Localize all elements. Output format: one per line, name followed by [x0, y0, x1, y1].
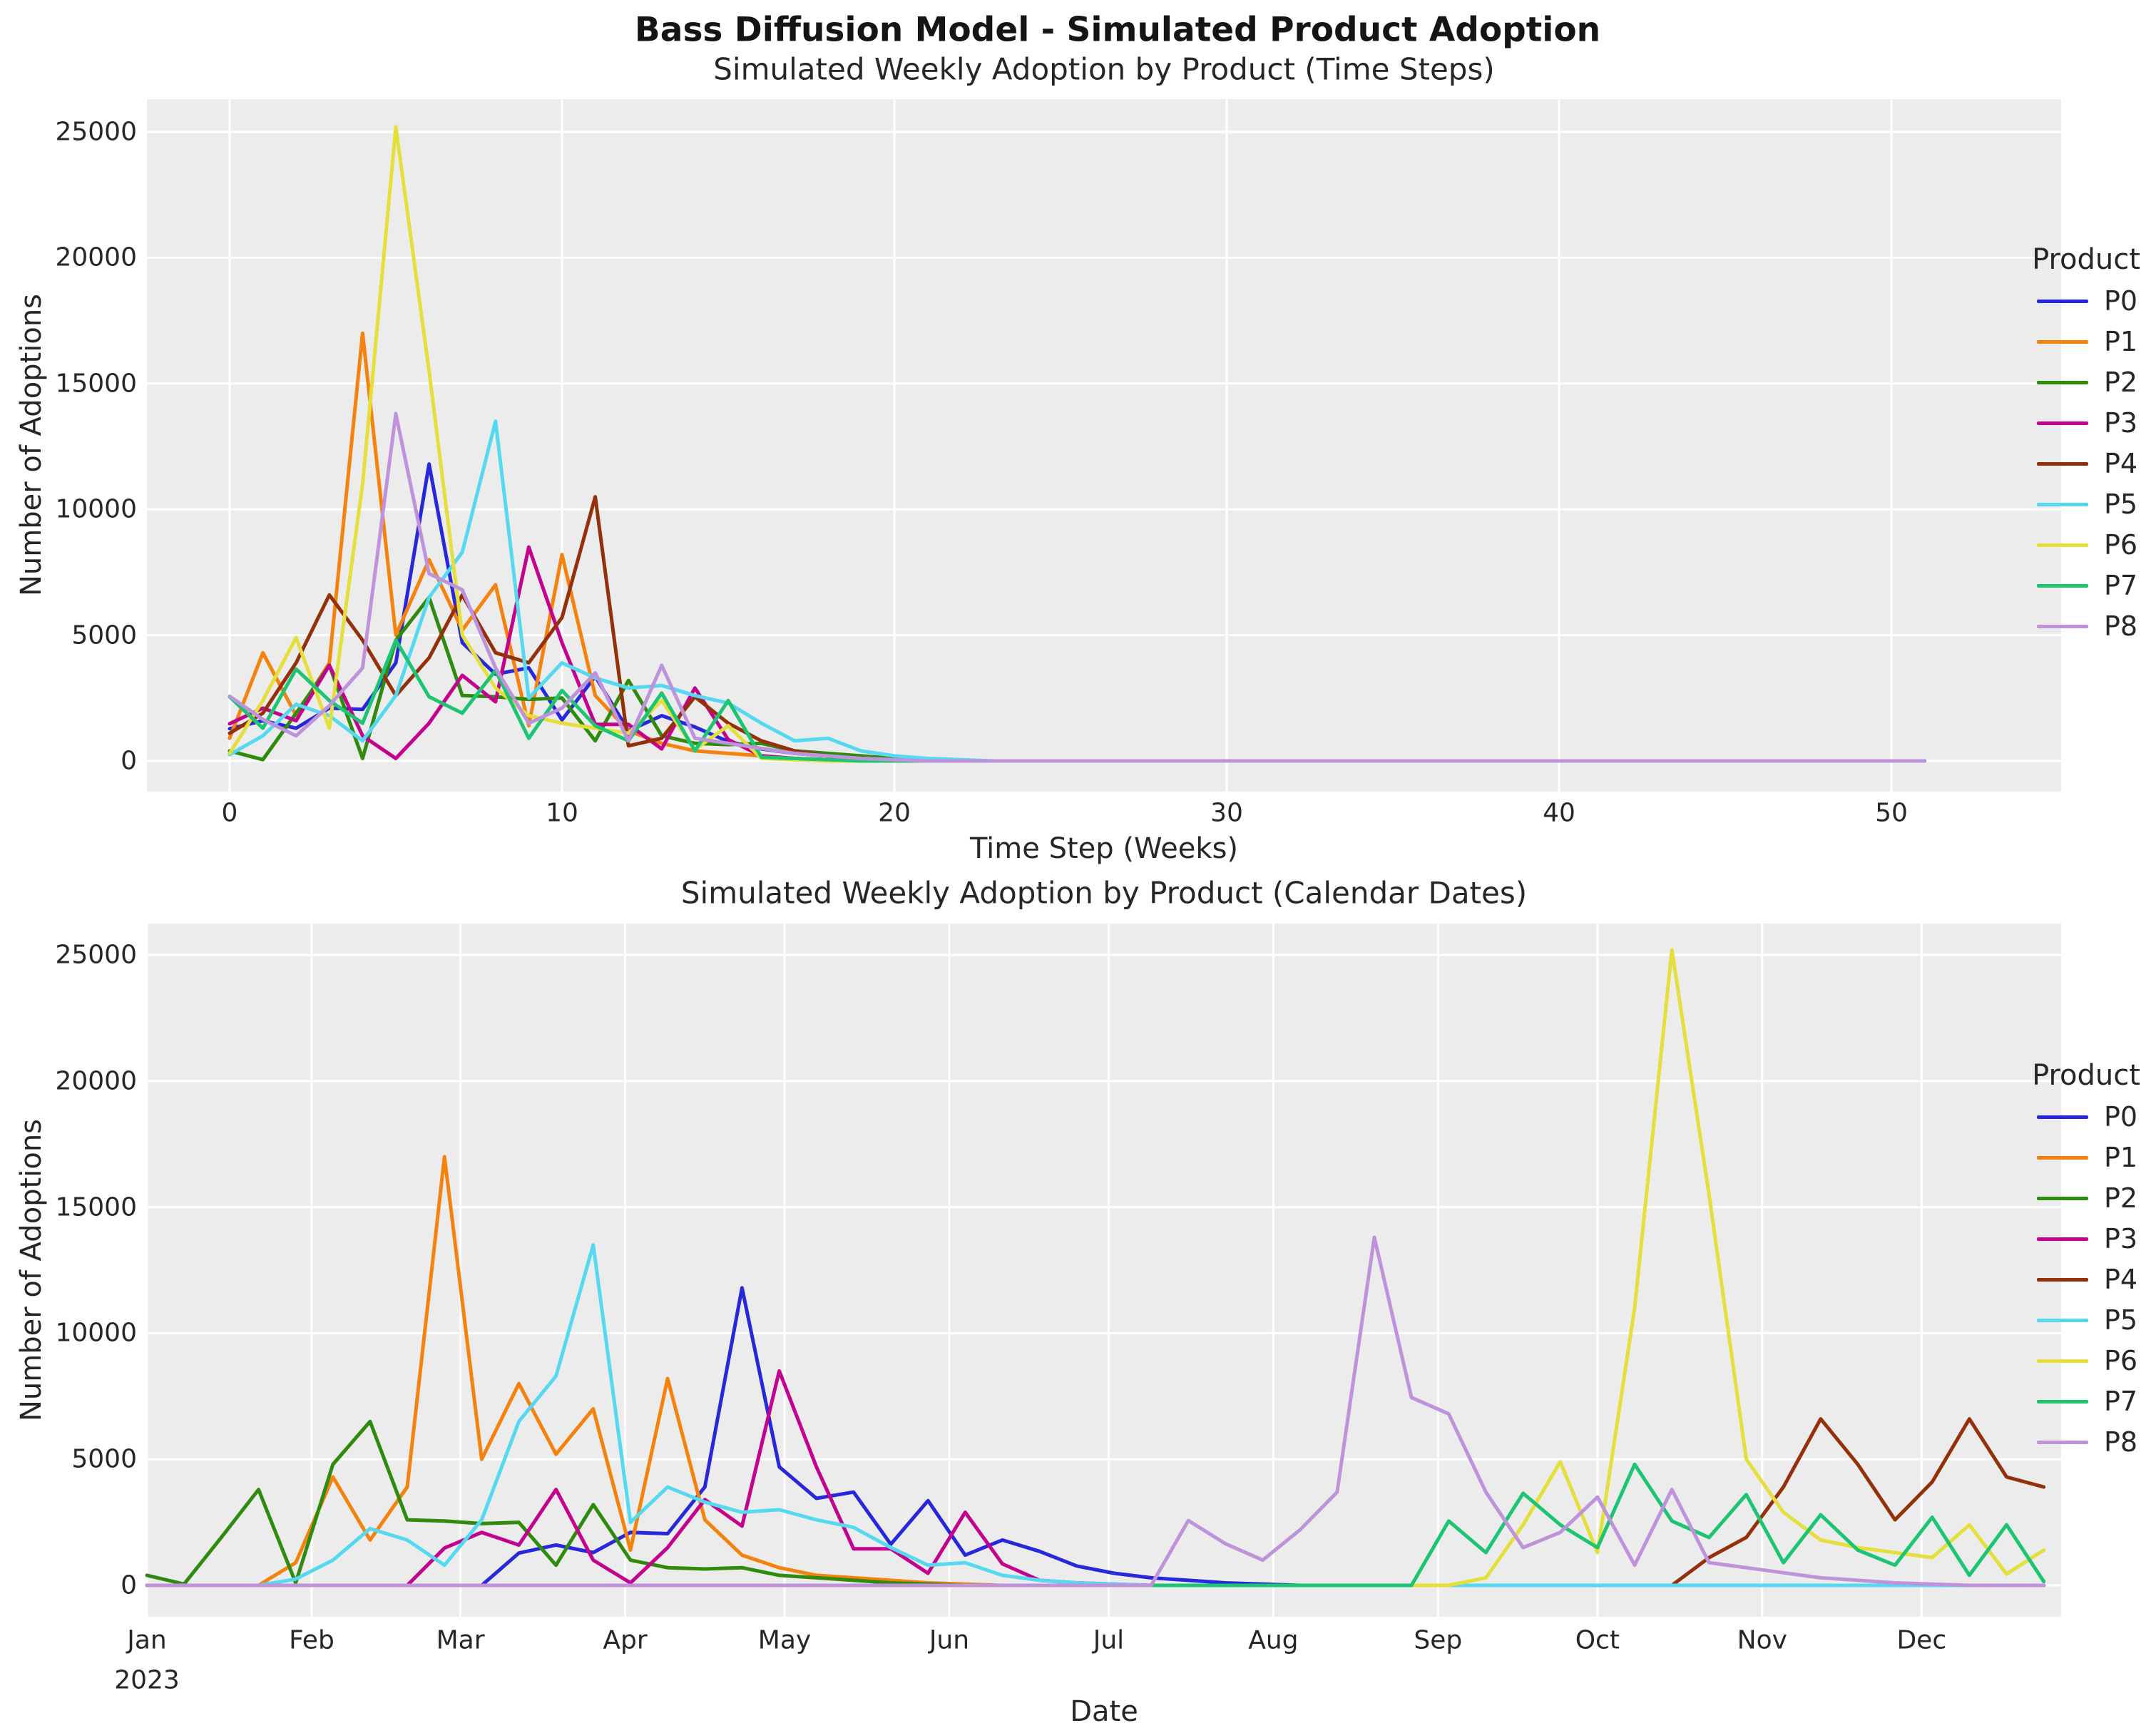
bottom-legend-label-P4: P4 [2104, 1264, 2138, 1295]
top-y-tick-label: 25000 [55, 117, 137, 147]
bottom-x-tick-label: Nov [1737, 1625, 1787, 1655]
bottom-legend-swatch-P6 [2037, 1359, 2088, 1363]
bottom-x-tick-label: Oct [1575, 1625, 1620, 1655]
bottom-legend-swatch-P5 [2037, 1319, 2088, 1322]
top-legend-label-P5: P5 [2104, 489, 2138, 520]
bottom-y-tick-label: 15000 [55, 1192, 137, 1222]
bottom-x-tick-label: Jan [127, 1625, 167, 1655]
bottom-legend-swatch-P8 [2037, 1441, 2088, 1444]
bottom-series-P8 [145, 1235, 2046, 1588]
bottom-chart-xlabel: Date [1070, 1695, 1138, 1728]
top-legend-swatch-P2 [2037, 381, 2088, 384]
bottom-chart-subtitle: Simulated Weekly Adoption by Product (Ca… [680, 875, 1528, 911]
bottom-y-tick-label: 25000 [55, 940, 137, 970]
bottom-legend-label-P3: P3 [2104, 1223, 2138, 1254]
top-chart-ylabel: Number of Adoptions [15, 293, 48, 597]
top-legend-swatch-P6 [2037, 543, 2088, 547]
bottom-legend-label-P1: P1 [2104, 1142, 2138, 1173]
top-legend-label-P7: P7 [2104, 570, 2138, 601]
top-legend-label-P1: P1 [2104, 326, 2138, 357]
top-x-tick-label: 0 [221, 798, 238, 828]
top-legend-swatch-P5 [2037, 503, 2088, 506]
top-x-tick-label: 10 [546, 798, 578, 828]
top-legend-swatch-P7 [2037, 584, 2088, 588]
top-y-tick-label: 5000 [71, 620, 137, 650]
bottom-legend-title: Product [2032, 1059, 2140, 1092]
bottom-x-tick-label: Mar [436, 1625, 485, 1655]
top-legend-label-P3: P3 [2104, 407, 2138, 439]
top-x-tick-label: 50 [1875, 798, 1908, 828]
bottom-x-tick-label: Aug [1248, 1625, 1299, 1655]
top-x-tick-label: 40 [1543, 798, 1575, 828]
bottom-legend-label-P2: P2 [2104, 1182, 2138, 1214]
bottom-legend-label-P5: P5 [2104, 1304, 2138, 1336]
bottom-x-tick-label: Apr [603, 1625, 648, 1655]
top-legend-label-P8: P8 [2104, 610, 2138, 642]
bottom-y-tick-label: 0 [121, 1570, 137, 1600]
bottom-series-P5 [145, 1243, 2046, 1588]
bottom-legend-swatch-P4 [2037, 1278, 2088, 1282]
top-x-tick-label: 20 [878, 798, 911, 828]
bottom-y-tick-label: 5000 [71, 1444, 137, 1474]
bottom-legend-label-P8: P8 [2104, 1426, 2138, 1458]
top-legend-label-P6: P6 [2104, 529, 2138, 561]
top-chart-xlabel: Time Step (Weeks) [969, 832, 1239, 865]
bottom-x-tick-label: Jul [1093, 1625, 1125, 1655]
top-legend-swatch-P1 [2037, 340, 2088, 344]
bottom-y-tick-label: 20000 [55, 1066, 137, 1096]
top-legend-swatch-P4 [2037, 462, 2088, 466]
bottom-chart-plot-area [147, 924, 2061, 1617]
bottom-x-tick-label: Jun [929, 1625, 970, 1655]
bottom-legend-label-P6: P6 [2104, 1345, 2138, 1376]
bottom-x-tick-label: Dec [1896, 1625, 1947, 1655]
top-series-P8 [228, 411, 1927, 763]
bottom-chart-ylabel: Number of Adoptions [15, 1118, 48, 1422]
top-legend-swatch-P3 [2037, 421, 2088, 425]
bottom-legend-swatch-P0 [2037, 1115, 2088, 1119]
bottom-x-tick-year-label: 2023 [114, 1665, 180, 1695]
top-legend-swatch-P8 [2037, 625, 2088, 628]
bottom-legend-swatch-P2 [2037, 1197, 2088, 1200]
bottom-legend-swatch-P7 [2037, 1400, 2088, 1404]
top-y-tick-label: 10000 [55, 494, 137, 524]
bottom-legend-label-P0: P0 [2104, 1101, 2138, 1133]
top-legend-label-P2: P2 [2104, 367, 2138, 398]
bottom-x-tick-label: Sep [1414, 1625, 1463, 1655]
bottom-legend-swatch-P3 [2037, 1237, 2088, 1241]
top-legend-swatch-P0 [2037, 300, 2088, 303]
top-legend-label-P0: P0 [2104, 285, 2138, 317]
top-y-tick-label: 20000 [55, 242, 137, 272]
top-y-tick-label: 15000 [55, 369, 137, 399]
bottom-legend-label-P7: P7 [2104, 1386, 2138, 1417]
bottom-y-tick-label: 10000 [55, 1318, 137, 1348]
bottom-x-tick-label: May [757, 1625, 812, 1655]
top-chart-subtitle: Simulated Weekly Adoption by Product (Ti… [713, 51, 1495, 87]
top-x-tick-label: 30 [1210, 798, 1243, 828]
bottom-legend-swatch-P1 [2037, 1156, 2088, 1160]
top-y-tick-label: 0 [121, 746, 137, 776]
figure-title: Bass Diffusion Model - Simulated Product… [634, 10, 1601, 50]
top-legend-title: Product [2032, 243, 2140, 276]
top-legend-label-P4: P4 [2104, 448, 2138, 479]
top-chart-plot-area [147, 99, 2061, 792]
bottom-x-tick-label: Feb [289, 1625, 334, 1655]
